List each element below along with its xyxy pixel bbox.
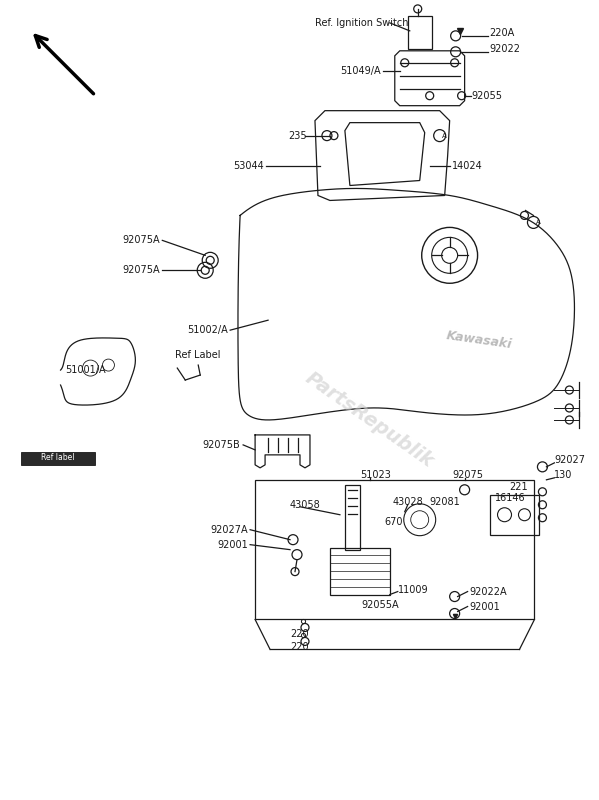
Text: 43028: 43028	[393, 497, 423, 506]
Text: 130: 130	[555, 470, 573, 480]
Text: 51001/A: 51001/A	[65, 365, 106, 375]
Text: 92022A: 92022A	[470, 586, 507, 597]
Text: 51002/A: 51002/A	[187, 325, 228, 335]
Text: 670: 670	[385, 517, 403, 526]
Text: 220A: 220A	[489, 28, 515, 38]
Text: Ref Label: Ref Label	[176, 350, 221, 360]
Text: 235: 235	[288, 130, 307, 141]
Text: 92075B: 92075B	[202, 440, 240, 450]
FancyBboxPatch shape	[20, 452, 95, 465]
Text: 92027: 92027	[555, 455, 585, 465]
Text: 92075A: 92075A	[123, 235, 161, 246]
Text: 14024: 14024	[452, 161, 482, 170]
Text: 92001: 92001	[217, 540, 248, 550]
Text: 43058: 43058	[290, 500, 321, 510]
Text: 51049/A: 51049/A	[340, 66, 380, 76]
Text: 220: 220	[290, 642, 308, 653]
Text: 92055: 92055	[471, 90, 503, 101]
Text: Ref. Ignition Switch: Ref. Ignition Switch	[315, 18, 409, 28]
Text: 16146: 16146	[495, 493, 525, 502]
Text: Kawasaki: Kawasaki	[446, 329, 513, 351]
Text: 92001: 92001	[470, 602, 500, 611]
Text: 92081: 92081	[429, 497, 461, 506]
Text: A: A	[536, 219, 540, 226]
Text: 92022: 92022	[489, 44, 521, 54]
Text: A: A	[441, 133, 446, 138]
Text: 220: 220	[290, 630, 308, 639]
Text: 11009: 11009	[398, 585, 428, 594]
Text: 92075: 92075	[453, 470, 483, 480]
Text: 92075A: 92075A	[123, 266, 161, 275]
Text: 92055A: 92055A	[362, 599, 400, 610]
Text: 51023: 51023	[360, 470, 391, 480]
Text: 53044: 53044	[234, 161, 264, 170]
Text: Ref label: Ref label	[41, 454, 74, 462]
Text: 92027A: 92027A	[210, 525, 248, 534]
Text: PartsRepublik: PartsRepublik	[302, 369, 438, 471]
Text: 221: 221	[510, 482, 528, 492]
